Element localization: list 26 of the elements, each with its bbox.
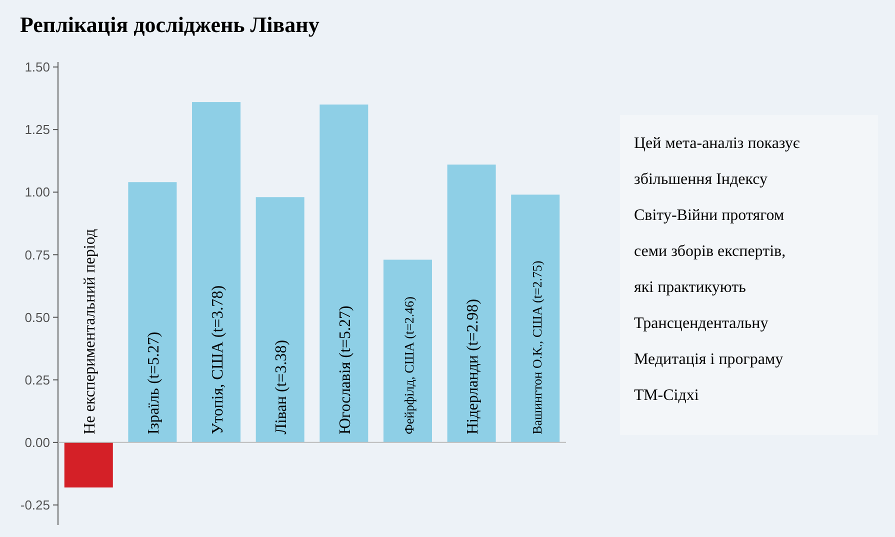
bar [383, 260, 432, 442]
x-tick-label: Утопія, США (t=3.78) [209, 285, 226, 434]
x-tick-label: Югославія (t=5.27) [336, 306, 354, 434]
x-tick-label: Нідерланди (t=2.98) [464, 298, 482, 434]
y-tick-label: 1.00 [24, 184, 50, 200]
y-tick-label: -0.25 [20, 498, 50, 513]
y-tick-label: 1.25 [24, 122, 50, 138]
bar [256, 197, 304, 442]
y-tick-label: 0.00 [24, 434, 50, 450]
x-tick-label: Вашингтон О.К., США (t=2.75) [529, 260, 544, 434]
bar [447, 164, 496, 442]
chart-title: Реплікація досліджень Лівану [20, 12, 320, 37]
x-tick-label: Ліван (t=3.38) [273, 340, 290, 434]
x-tick-label: Ізраїль (t=5.27) [145, 332, 162, 434]
y-tick-label: 0.75 [24, 247, 50, 262]
y-tick-label: 1.50 [24, 60, 50, 75]
bar [192, 102, 241, 442]
text: Цей мета-аналіз показує збільшення Індексу Світу-Війни протягом семи зборів експертів, які практикують Трансцендентальну Медитація і програму ТМ-Сідхі [634, 135, 800, 404]
bar [64, 442, 113, 488]
bar [128, 182, 177, 442]
y-tick-label: 0.50 [24, 310, 50, 325]
x-tick-label: Фейрфілд, США (t=2.46) [402, 296, 417, 434]
y-tick-label: 0.25 [24, 372, 50, 388]
bar [511, 194, 560, 442]
x-tick-label: Не експериментальний період [82, 228, 99, 434]
bar [320, 104, 368, 442]
